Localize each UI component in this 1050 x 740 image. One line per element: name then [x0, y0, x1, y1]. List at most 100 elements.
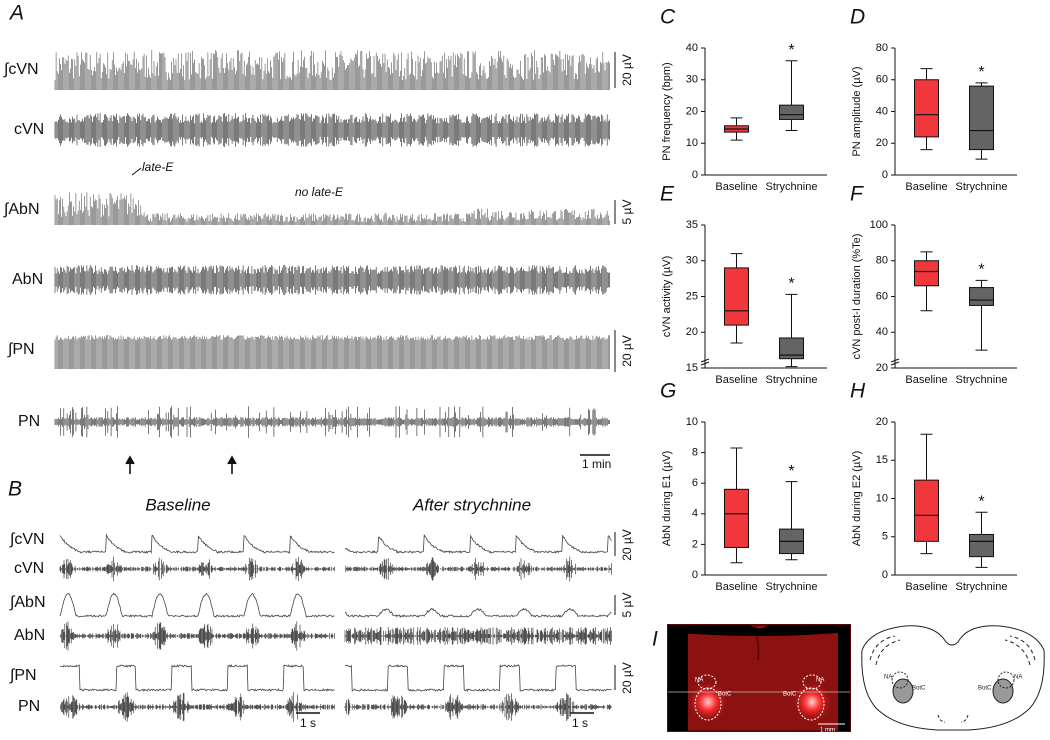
trace-label: AbN — [14, 627, 45, 644]
scale-label: 20 µV — [620, 335, 634, 367]
whisker-low — [920, 541, 933, 555]
trace-label: ∫AbN — [3, 201, 40, 218]
y-axis-label: PN amplitude (µV) — [851, 66, 863, 156]
y-tick-label: 100 — [870, 219, 888, 231]
x-tick-label: Strychnine — [766, 374, 818, 386]
condition-label: Baseline — [145, 495, 210, 514]
y-axis-label: PN frequency (bpm) — [661, 62, 673, 160]
trace — [59, 692, 335, 722]
y-tick-label: 40 — [876, 326, 888, 338]
y-tick-label: 20 — [686, 105, 698, 117]
y-tick-label: 0 — [882, 169, 888, 181]
trace — [54, 406, 610, 438]
trace-label: ∫cVN — [9, 531, 45, 548]
trace — [344, 607, 612, 618]
condition-label: After strychnine — [412, 495, 531, 514]
scale-label: 1 s — [572, 716, 588, 730]
panel-label: D — [850, 6, 865, 29]
whisker-low — [975, 149, 988, 160]
y-axis-label: cVN activity (µV) — [661, 256, 673, 338]
axis-break — [890, 358, 900, 366]
whisker-high — [920, 68, 933, 80]
panel-label: E — [660, 183, 675, 206]
whisker-low — [920, 136, 933, 151]
trace — [59, 533, 335, 555]
x-tick-label: Strychnine — [766, 181, 818, 193]
whisker-low — [920, 285, 933, 312]
whisker-high — [730, 447, 743, 490]
trace — [59, 621, 335, 651]
image-label: NA — [695, 678, 703, 684]
y-tick-label: 0 — [692, 169, 698, 181]
whisker-high — [730, 117, 743, 126]
trace — [54, 265, 610, 295]
whisker-high — [920, 433, 933, 481]
annotation: late-E — [142, 160, 174, 174]
panel-label: F — [850, 183, 864, 206]
significance: * — [788, 42, 794, 59]
significance: * — [978, 64, 984, 81]
arrow — [227, 455, 237, 474]
y-tick-label: 60 — [876, 290, 888, 302]
trace-label: ∫PN — [7, 341, 35, 358]
trace — [344, 664, 612, 692]
whisker-high — [975, 82, 988, 87]
whisker-high — [920, 251, 933, 261]
whisker-low — [730, 325, 743, 344]
y-tick-label: 5 — [882, 531, 888, 543]
trace — [54, 335, 610, 369]
y-tick-label: 80 — [876, 255, 888, 267]
y-tick-label: 0 — [692, 569, 698, 581]
box — [914, 479, 939, 542]
y-tick-label: 20 — [686, 326, 698, 338]
box — [779, 337, 804, 360]
panel-label: A — [8, 2, 24, 25]
y-tick-label: 10 — [686, 137, 698, 149]
y-tick-label: 40 — [876, 105, 888, 117]
scale-label: 5 µV — [620, 200, 634, 225]
scale-label: 20 µV — [620, 662, 634, 694]
image-label: BotC — [718, 692, 732, 698]
scale-label: 5 µV — [620, 593, 634, 618]
trace — [344, 534, 612, 554]
x-tick-label: Baseline — [715, 181, 757, 193]
y-tick-label: 30 — [686, 255, 698, 267]
y-tick-label: 0 — [882, 569, 888, 581]
panel-label: B — [8, 478, 22, 501]
x-tick-label: Strychnine — [766, 581, 818, 593]
significance: * — [788, 276, 794, 293]
y-tick-label: 10 — [876, 492, 888, 504]
y-tick-label: 80 — [876, 42, 888, 54]
x-tick-label: Baseline — [905, 374, 947, 386]
trace-label: ∫AbN — [9, 594, 46, 611]
trace-label: PN — [18, 413, 40, 430]
x-tick-label: Baseline — [905, 181, 947, 193]
box — [914, 260, 939, 287]
box — [969, 533, 994, 558]
y-tick-label: 35 — [686, 219, 698, 231]
y-tick-label: 10 — [686, 416, 698, 428]
whisker-low — [785, 358, 798, 368]
whisker-low — [975, 305, 988, 351]
y-tick-label: 30 — [686, 74, 698, 86]
box — [779, 104, 804, 120]
x-tick-label: Strychnine — [956, 581, 1008, 593]
image-label: BotC — [783, 692, 797, 698]
y-axis-label: cVN post-I duration (%Te) — [851, 234, 863, 360]
trace-label: PN — [18, 698, 40, 715]
y-tick-label: 6 — [692, 477, 698, 489]
box — [969, 85, 994, 151]
whisker-low — [785, 119, 798, 132]
axis-break — [700, 358, 710, 366]
trace — [344, 556, 612, 582]
x-tick-label: Baseline — [715, 374, 757, 386]
trace-label: ∫cVN — [3, 61, 39, 78]
whisker-low — [975, 556, 988, 568]
whisker-high — [785, 293, 798, 338]
trace — [59, 664, 335, 692]
image-label: NA — [816, 678, 824, 684]
trace — [54, 113, 610, 147]
y-tick-label: 2 — [692, 538, 698, 550]
scale-label: 20 µV — [620, 529, 634, 561]
